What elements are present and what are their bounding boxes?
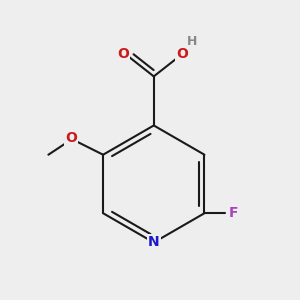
Text: O: O: [117, 47, 129, 61]
Text: F: F: [229, 206, 238, 220]
Text: O: O: [176, 47, 188, 61]
Text: H: H: [187, 35, 197, 48]
Text: O: O: [65, 131, 77, 145]
Text: N: N: [148, 236, 160, 250]
